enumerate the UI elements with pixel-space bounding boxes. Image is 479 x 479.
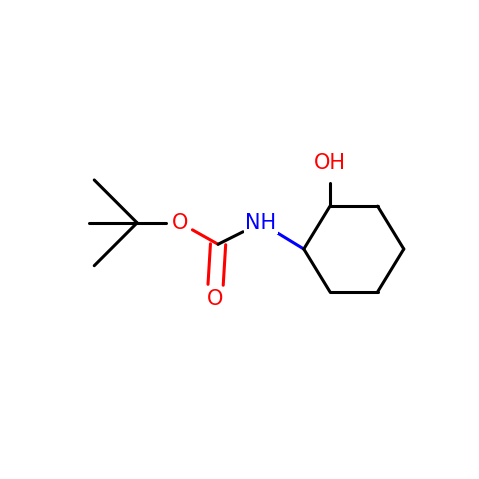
Text: OH: OH <box>314 153 346 173</box>
Text: O: O <box>172 213 188 233</box>
Text: O: O <box>206 289 223 309</box>
Text: NH: NH <box>245 213 276 233</box>
